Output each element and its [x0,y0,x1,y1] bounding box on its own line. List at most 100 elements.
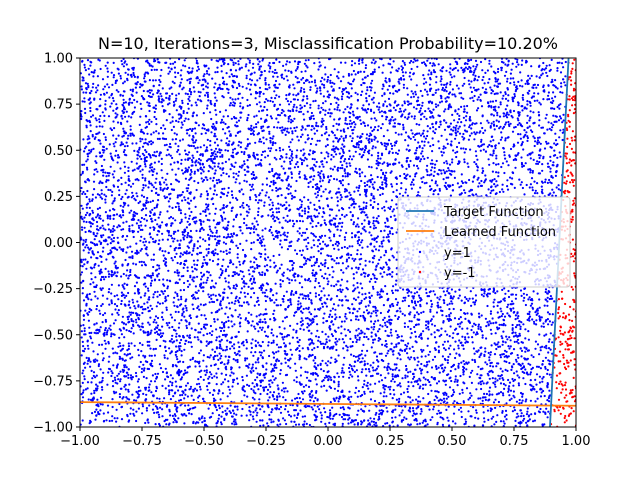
point-y-pos [368,185,371,188]
point-y-pos [262,388,265,391]
point-y-pos [365,195,368,198]
point-y-pos [303,423,306,426]
point-y-pos [260,351,263,354]
point-y-pos [500,60,504,64]
point-y-pos [333,233,336,236]
point-y-pos [493,298,496,301]
point-y-pos [497,400,500,404]
point-y-pos [171,414,174,417]
point-y-pos [524,328,527,331]
point-y-pos [128,311,131,314]
point-y-pos [463,189,466,192]
point-y-pos [206,82,209,85]
point-y-pos [173,61,177,64]
point-y-pos [206,197,209,200]
point-y-pos [307,329,310,332]
point-y-pos [299,320,302,324]
point-y-pos [534,378,537,381]
point-y-pos [229,69,232,72]
point-y-pos [546,296,549,299]
point-y-pos [431,166,434,169]
point-y-pos [106,61,109,64]
point-y-pos [401,104,404,107]
point-y-pos [366,381,369,384]
point-y-pos [403,314,406,317]
point-y-pos [485,325,488,328]
point-y-pos [546,128,549,131]
point-y-pos [149,236,152,239]
point-y-pos [214,82,217,85]
point-y-pos [521,366,524,370]
point-y-pos [364,66,367,70]
point-y-pos [342,137,345,140]
point-y-pos [111,227,115,230]
point-y-pos [442,147,445,150]
point-y-pos [181,169,184,172]
point-y-pos [182,310,185,313]
point-y-pos [187,107,190,110]
point-y-pos [291,399,294,402]
point-y-pos [471,341,474,344]
point-y-pos [128,179,131,182]
point-y-pos [299,409,302,412]
point-y-pos [228,307,231,310]
point-y-pos [347,256,351,259]
point-y-pos [83,226,86,229]
point-y-pos [190,253,194,256]
point-y-pos [313,81,317,84]
point-y-pos [254,378,257,382]
point-y-pos [123,165,127,168]
point-y-pos [280,129,283,132]
point-y-pos [517,342,520,345]
point-y-pos [110,238,113,241]
point-y-pos [112,256,115,259]
point-y-pos [451,336,454,339]
point-y-pos [183,372,186,375]
point-y-pos [371,261,374,264]
point-y-pos [407,163,410,166]
point-y-pos [288,204,291,207]
point-y-pos [237,97,240,100]
point-y-pos [269,99,272,103]
point-y-pos [153,110,156,114]
point-y-pos [192,249,195,252]
point-y-pos [420,408,423,411]
point-y-pos [432,405,435,408]
point-y-pos [87,319,90,322]
point-y-pos [115,408,118,411]
point-y-pos [426,379,430,382]
point-y-pos [141,189,144,192]
point-y-pos [538,298,541,301]
point-y-pos [106,83,109,86]
point-y-pos [158,154,161,157]
point-y-pos [82,314,85,317]
point-y-pos [389,205,392,208]
point-y-pos [138,123,141,126]
point-y-pos [109,189,112,192]
point-y-pos [358,175,362,178]
point-y-pos [397,149,401,152]
point-y-pos [298,81,301,84]
point-y-pos [522,148,525,151]
point-y-pos [351,257,354,260]
point-y-pos [256,158,260,161]
point-y-pos [166,187,169,191]
point-y-pos [489,407,492,410]
point-y-pos [446,333,449,336]
point-y-pos [412,92,415,95]
point-y-pos [241,407,244,411]
point-y-pos [182,64,185,67]
point-y-pos [324,109,327,112]
point-y-pos [471,369,474,372]
point-y-pos [271,100,274,103]
point-y-pos [530,74,533,77]
point-y-pos [477,327,480,330]
point-y-pos [440,77,443,81]
point-y-pos [457,108,460,111]
point-y-pos [273,215,276,218]
point-y-pos [243,301,246,304]
point-y-pos [353,206,356,209]
point-y-pos [494,147,497,150]
point-y-pos [240,66,243,69]
point-y-pos [196,69,199,72]
